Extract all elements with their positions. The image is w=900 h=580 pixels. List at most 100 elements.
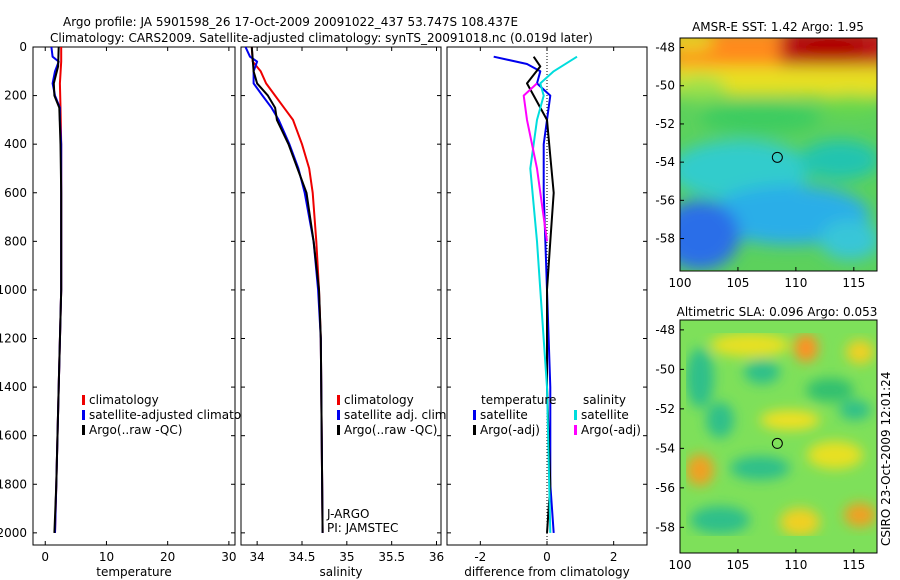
x-tick-label: 34.5 [289, 550, 316, 564]
legend-label: satellite [581, 408, 629, 422]
difference-series [493, 55, 578, 533]
temperature-ticks: 0 10 20 30 0 200 400 600 800 1000 1200 1400 1600 1800… [0, 40, 237, 564]
map-y-tick-label: -50 [655, 79, 675, 93]
series-line-salinity-satellite [529, 55, 578, 533]
map-y-tick-label: -58 [655, 520, 675, 534]
sst-map-float-marker [771, 151, 783, 163]
x-tick-label: 2 [610, 550, 618, 564]
difference-ticks: -2 0 2 [447, 46, 647, 564]
x-tick-label: 35.5 [378, 550, 405, 564]
y-tick-label: 1600 [0, 429, 27, 443]
map-x-tick-label: 105 [726, 558, 749, 572]
sla-map-frame [679, 319, 878, 554]
series-line-salinity-argo-adj- [522, 82, 548, 242]
temperature-panel: 0 10 20 30 0 200 400 600 800 1000 1200 1400 1600 1800… [0, 40, 252, 579]
y-tick-label: 800 [4, 234, 27, 248]
legend-swatch [82, 410, 85, 420]
legend-swatch [337, 425, 340, 435]
y-tick-label: 600 [4, 186, 27, 200]
salinity-xlabel: salinity [319, 565, 362, 579]
map-y-tick-label: -54 [655, 155, 675, 169]
x-tick-label: 35 [339, 550, 354, 564]
y-tick-label: 1400 [0, 380, 27, 394]
salinity-axes-frame [240, 46, 442, 546]
temperature-axes-frame [32, 46, 236, 546]
x-tick-label: 34 [250, 550, 265, 564]
sla-map-panel: Altimetric SLA: 0.096 Argo: 0.053 [655, 305, 893, 572]
legend-label: climatology [344, 393, 414, 407]
map-x-tick-label: 115 [842, 558, 865, 572]
legend-swatch [82, 395, 85, 405]
sst-map-title: AMSR-E SST: 1.42 Argo: 1.95 [692, 20, 864, 34]
map-y-tick-label: -48 [655, 323, 675, 337]
series-line-argo-raw-qc- [52, 47, 63, 533]
x-tick-label: 36 [429, 550, 444, 564]
sla-map-field [680, 320, 877, 553]
legend-swatch [574, 425, 577, 435]
figure-title-line1: Argo profile: JA 5901598_26 17-Oct-2009 … [63, 15, 518, 29]
map-y-tick-label: -56 [655, 193, 675, 207]
y-tick-label: 1000 [0, 283, 27, 297]
x-tick-label: 0 [543, 550, 551, 564]
y-tick-label: 400 [4, 137, 27, 151]
series-line-argo-raw-qc- [250, 47, 324, 533]
x-tick-label: 0 [41, 550, 49, 564]
x-tick-label: 30 [221, 550, 236, 564]
y-tick-label: 2000 [0, 526, 27, 540]
difference-xlabel: difference from climatology [464, 565, 630, 579]
legend-swatch [473, 425, 476, 435]
map-x-tick-label: 100 [669, 276, 692, 290]
y-tick-label: 200 [4, 89, 27, 103]
map-y-tick-label: -52 [655, 402, 675, 416]
y-tick-label: 0 [19, 40, 27, 54]
legend-label: satellite [480, 408, 528, 422]
map-y-tick-label: -52 [655, 117, 675, 131]
legend-label: climatology [89, 393, 159, 407]
difference-legend: temperaturesatelliteArgo(-adj)salinitysa… [473, 393, 641, 437]
x-tick-label: -2 [474, 550, 486, 564]
sst-map-ticks: 100 105 110 115 -48 -50 -52 -54 -56 -58 [655, 41, 865, 290]
difference-panel: -2 0 2 difference from climatology tempera… [446, 46, 648, 579]
legend-swatch [82, 425, 85, 435]
legend-label: Argo(-adj) [480, 423, 540, 437]
figure-title-line2: Climatology: CARS2009. Satellite-adjuste… [50, 31, 593, 45]
sst-map-field [680, 38, 877, 271]
salinity-annotation-pi: PI: JAMSTEC [327, 521, 398, 535]
map-y-tick-label: -48 [655, 41, 675, 55]
salinity-panel: 34 34.5 35 35.5 36 salinity climatologysatel… [240, 46, 450, 579]
legend-label: satellite adj. clim. [344, 408, 450, 422]
map-x-tick-label: 110 [784, 558, 807, 572]
legend-label: Argo(..raw -QC) [89, 423, 182, 437]
sla-map-ticks: 100 105 110 115 -48 -50 -52 -54 -56 -58 [655, 323, 865, 572]
legend-label: Argo(-adj) [581, 423, 641, 437]
map-x-tick-label: 100 [669, 558, 692, 572]
legend-swatch [337, 410, 340, 420]
salinity-series [244, 47, 324, 533]
map-y-tick-label: -56 [655, 481, 675, 495]
map-y-tick-label: -54 [655, 441, 675, 455]
y-tick-label: 1800 [0, 477, 27, 491]
map-y-tick-label: -58 [655, 232, 675, 246]
sla-map-side-label: CSIRO 23-Oct-2009 12:01:24 [879, 372, 893, 546]
legend-swatch [473, 410, 476, 420]
map-x-tick-label: 105 [726, 276, 749, 290]
sla-map-float-marker [771, 437, 783, 449]
salinity-ticks: 34 34.5 35 35.5 36 [241, 46, 444, 564]
x-tick-label: 10 [99, 550, 114, 564]
legend-swatch [337, 395, 340, 405]
temperature-xlabel: temperature [96, 565, 171, 579]
legend-group-title: temperature [481, 393, 556, 407]
map-x-tick-label: 115 [842, 276, 865, 290]
x-tick-label: 20 [160, 550, 175, 564]
salinity-annotation-project: J-ARGO [326, 507, 369, 521]
sla-map-title: Altimetric SLA: 0.096 Argo: 0.053 [677, 305, 878, 319]
legend-group-title: salinity [583, 393, 626, 407]
legend-label: satellite-adjusted climatolo [89, 408, 252, 422]
temperature-series [50, 47, 63, 533]
map-x-tick-label: 110 [784, 276, 807, 290]
map-y-tick-label: -50 [655, 362, 675, 376]
legend-swatch [574, 410, 577, 420]
